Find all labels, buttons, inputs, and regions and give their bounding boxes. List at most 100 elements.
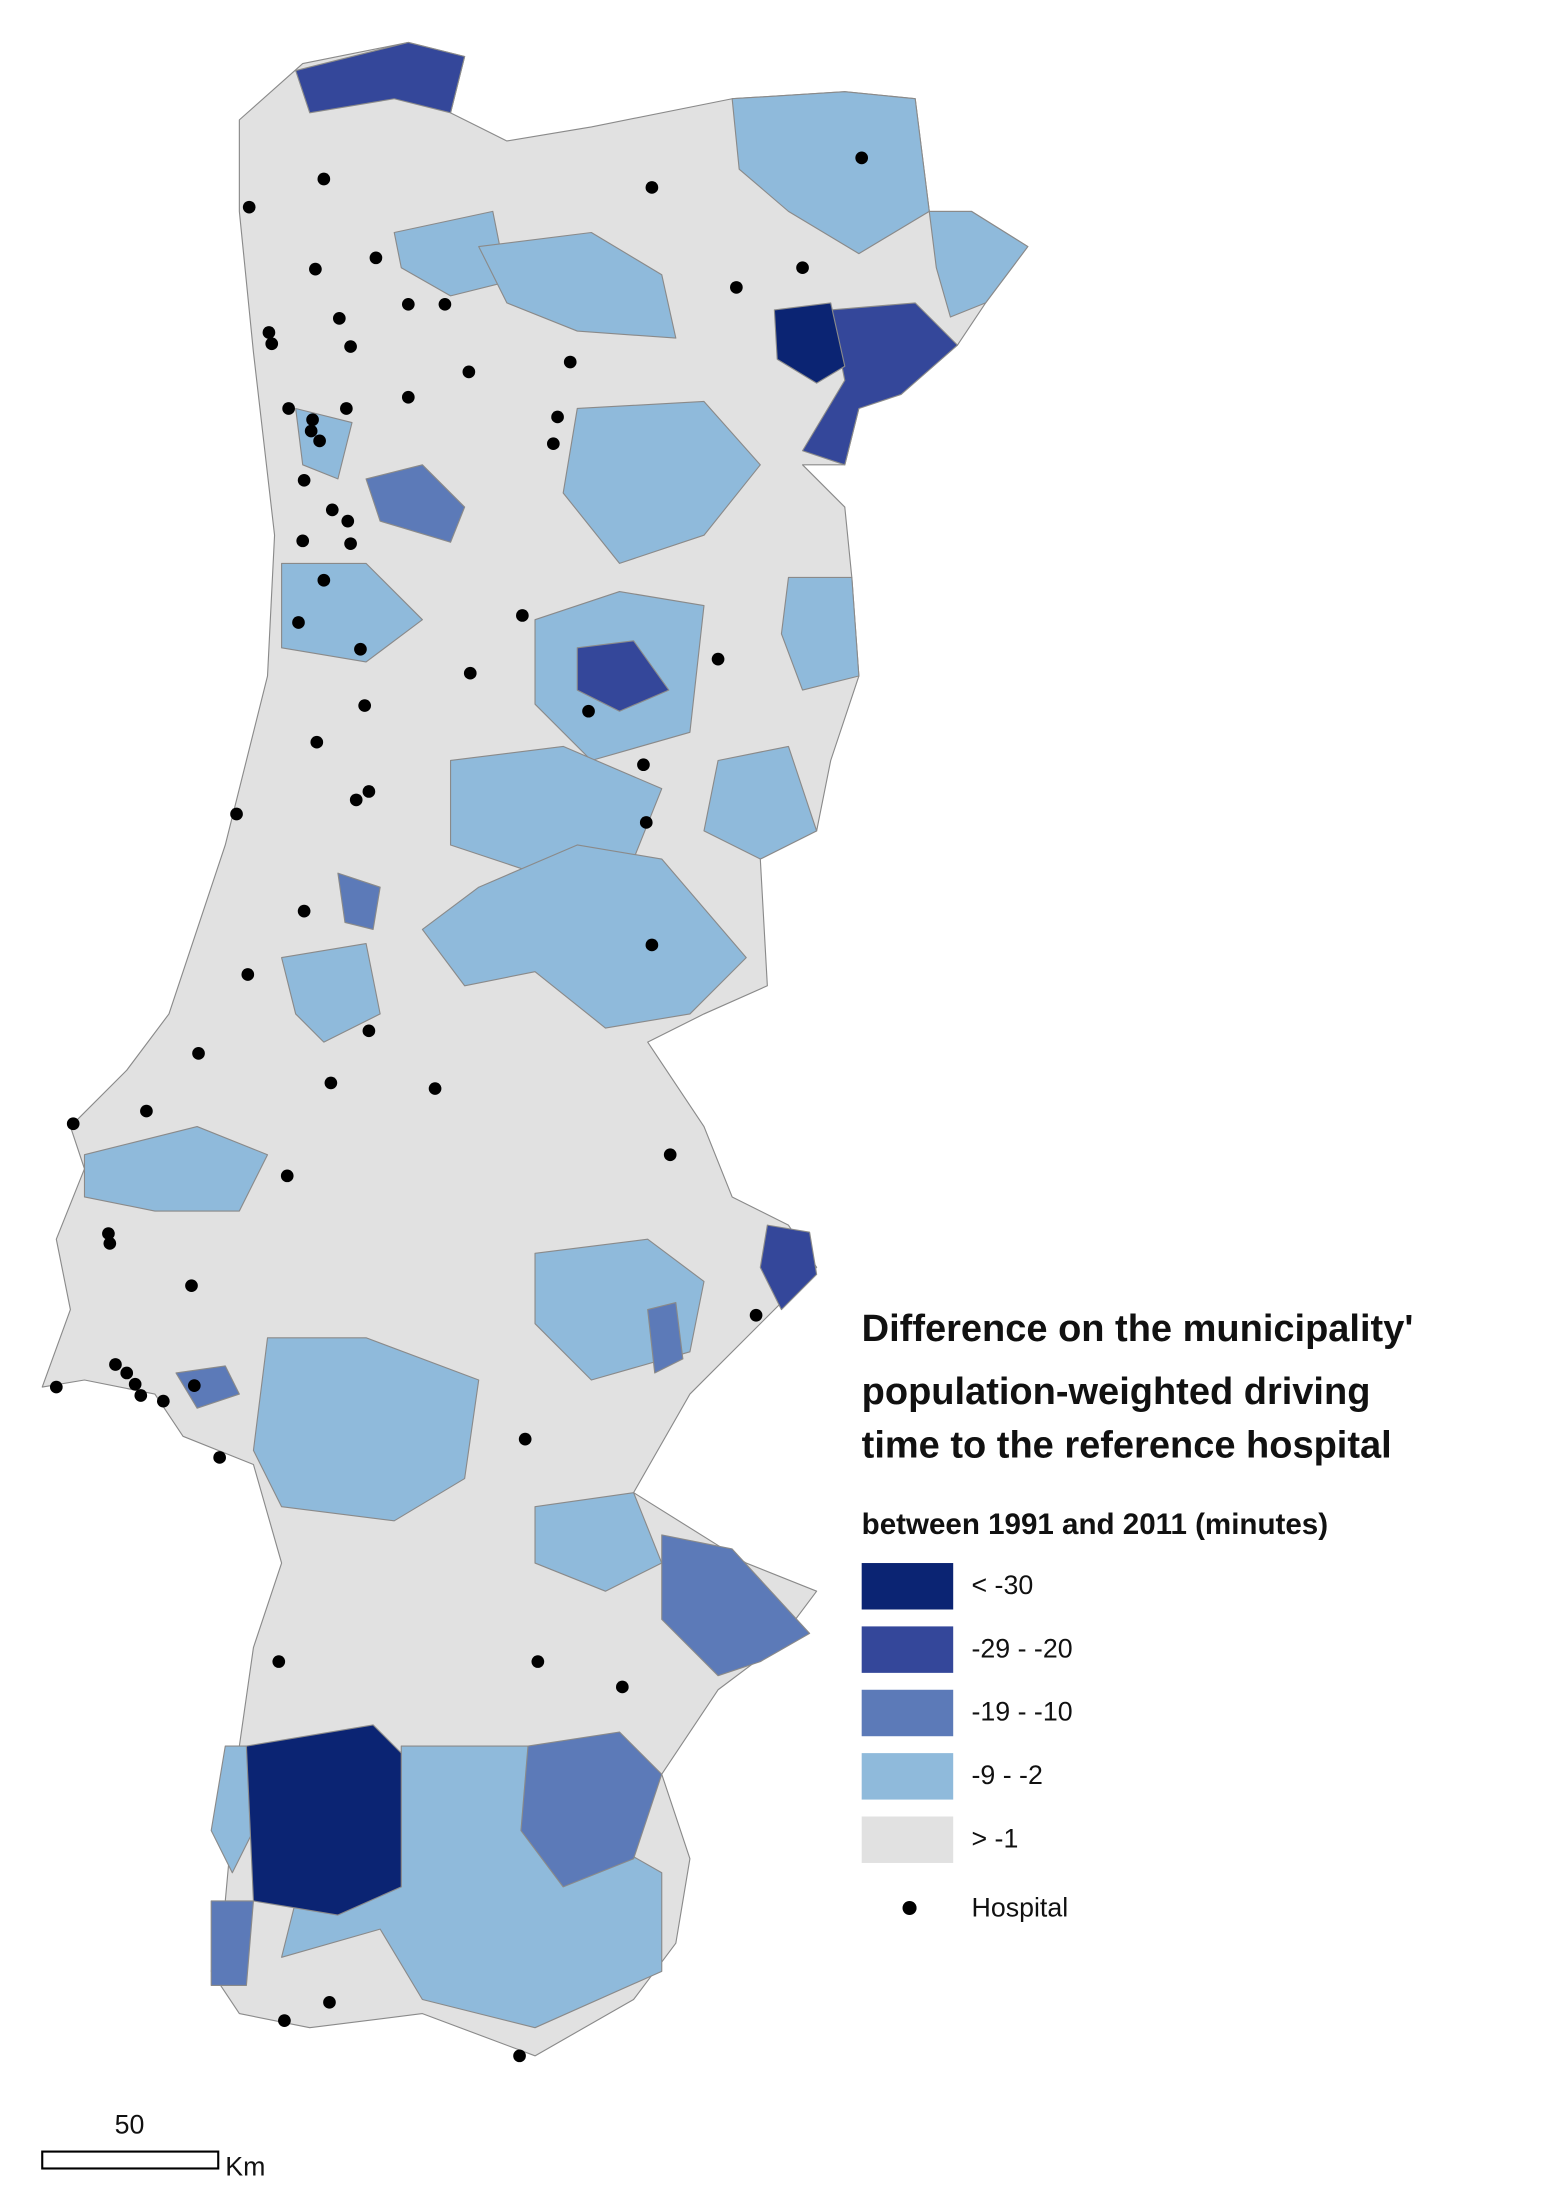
hospital-dot [637,758,650,772]
hospital-dot [711,652,725,666]
map-area [41,41,1029,2057]
hospital-dot [563,355,577,369]
hospital-dot [344,340,357,353]
municipality [281,562,423,663]
hospital-dot [297,904,311,918]
hospital-dot [241,968,255,981]
hospital-dot [313,434,326,448]
hospital-dot [280,1169,294,1183]
hospital-dot [128,1377,142,1391]
legend-swatch [861,1816,954,1863]
legend-subtitle: between 1991 and 2011 (minutes) [862,1508,1328,1541]
municipality [647,1302,684,1374]
legend-swatch [861,1563,954,1610]
hospital-dot [120,1366,134,1380]
hospital-dot [306,413,319,427]
hospital-dot [639,816,653,829]
hospital-dot [341,514,355,528]
municipality [365,464,466,543]
municipality [393,210,508,297]
hospital-dot [317,172,331,186]
hospital-dot [516,609,529,622]
municipality [520,1731,663,1888]
hospital-dot [513,2049,526,2063]
scale-bar: 50 Km [41,2109,265,2182]
scale-bar-box [41,2150,220,2170]
hospital-dot [463,666,477,680]
legend-swatch [861,1626,954,1673]
legend-swatch [861,1689,954,1737]
hospital-dot [438,297,452,311]
hospital-dot [645,181,659,194]
scale-unit: Km [225,2152,265,2182]
municipality [281,942,381,1043]
hospital-dot [855,151,869,165]
hospital-dot [325,503,339,517]
hospital-dot [324,1076,338,1090]
legend-label: < -30 [972,1570,1034,1600]
municipality [83,1126,269,1212]
municipality [210,1745,254,1874]
hospital-dot [109,1358,122,1371]
hospital-dot [362,785,376,798]
hospital-dot [66,1117,80,1131]
legend-items: < -30 -29 - -20 -19 - -10 -9 - -2 > -1 [861,1563,1073,1863]
legend-title: population-weighted driving [862,1371,1371,1413]
hospital-dot [340,402,353,415]
hospital-dot [369,251,383,265]
hospital-dot [272,1655,286,1668]
municipality [780,576,860,691]
hospital-dot [796,261,809,275]
hospital-dot [663,1148,677,1162]
hospital-dot [518,1432,532,1446]
hospital-dot [462,365,476,379]
municipality [801,302,958,466]
hospital-dot [615,1680,629,1694]
municipality [773,302,846,384]
hospital-dot [49,1380,63,1394]
hospital-dot [362,1024,376,1038]
hospital-dot [296,534,310,548]
hospital-dot [304,424,318,438]
hospital-dot [213,1451,226,1464]
hospital-dot [730,281,743,294]
hospital-dot [262,326,276,339]
hospital-dot [309,262,322,276]
municipality [245,1724,402,1916]
hospital-dot [278,2014,291,2027]
legend-title: time to the reference hospital [862,1425,1392,1467]
hospital-dot [332,312,346,325]
hospital-dot [134,1389,148,1402]
hospital-dot [230,807,243,821]
municipality [337,872,381,931]
hospital-dot [292,616,305,629]
hospital-dot [428,1082,442,1095]
hospital-dot [344,537,357,551]
hospital-dot [317,573,331,587]
hospital-dot [185,1279,198,1293]
hospital-dot [323,1995,336,2009]
municipality [534,1492,663,1592]
legend-title: Difference on the municipality' [862,1308,1414,1350]
hospital-dot [103,1237,117,1250]
legend-label: Hospital [972,1892,1069,1922]
hospital-dot [749,1308,763,1322]
legend-label: -19 - -10 [972,1697,1073,1727]
hospital-dot [551,410,564,424]
hospitals [49,151,869,2063]
legend-label: > -1 [972,1823,1019,1853]
hospital-dot [401,297,415,311]
municipality [252,1337,480,1522]
hospital-dot [297,473,311,487]
legend-swatch [861,1753,954,1800]
legend-hospital-dot [902,1900,917,1916]
hospital-dot [242,200,256,214]
municipality [759,1224,818,1311]
hospital-dot [187,1379,201,1392]
hospital-dot [546,437,560,451]
legend: Difference on the municipality' populati… [861,1308,1414,1922]
municipality [175,1365,240,1409]
municipality [731,91,930,255]
